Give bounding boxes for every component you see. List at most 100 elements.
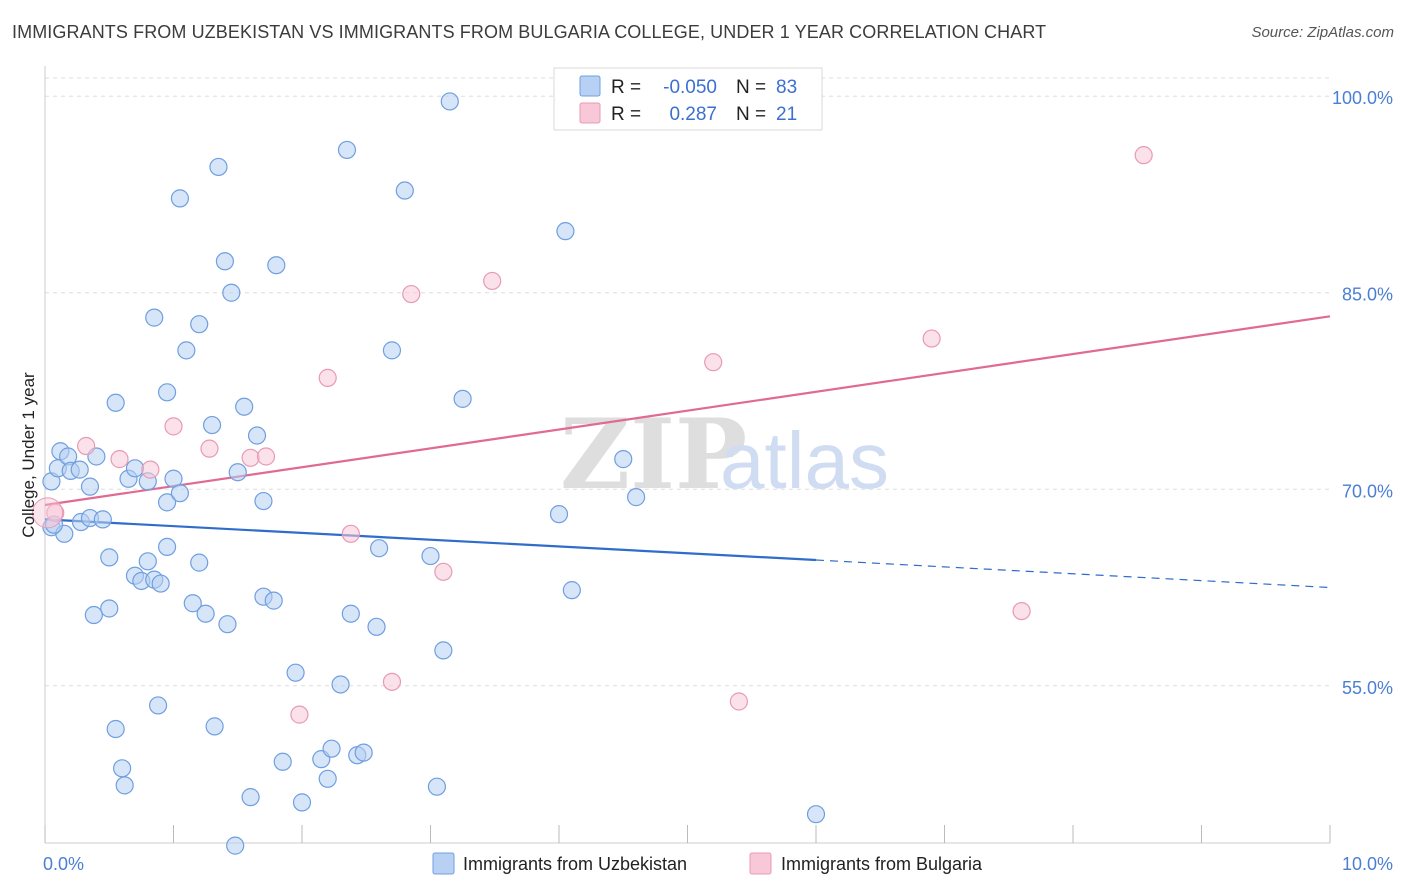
uzbekistan-point [205, 717, 224, 736]
chart-title: IMMIGRANTS FROM UZBEKISTAN VS IMMIGRANTS… [12, 22, 1047, 42]
uzbekistan-point [562, 581, 581, 600]
bulgaria-point [46, 503, 65, 522]
uzbekistan-point [341, 604, 360, 623]
bottom-legend-swatch-bulgaria [749, 852, 772, 875]
uzbekistan-point [125, 459, 145, 478]
watermark-atlas: atlas [720, 416, 889, 505]
uzbekistan-point [614, 450, 633, 469]
uzbekistan-point [549, 505, 569, 524]
uzbekistan-point [196, 604, 215, 623]
uzbekistan-point [170, 189, 190, 208]
bottom-legend-swatch-uzbekistan [432, 852, 455, 875]
uzbekistan-point [93, 510, 112, 529]
legend-swatch-uzbekistan [579, 75, 601, 97]
uzbekistan-point [440, 92, 459, 111]
bulgaria-point [241, 448, 260, 467]
x-tick-label: 0.0% [43, 854, 84, 874]
bulgaria-point [141, 460, 160, 479]
uzbekistan-point [170, 484, 190, 503]
uzbekistan-point [427, 777, 447, 796]
bottom-legend: Immigrants from Uzbekistan Immigrants fr… [432, 852, 983, 875]
uzbekistan-point [145, 308, 164, 327]
uzbekistan-point [157, 383, 177, 402]
uzbekistan-point [626, 488, 646, 507]
bulgaria-point [164, 417, 183, 436]
uzbekistan-point [177, 341, 196, 360]
uzbekistan-point [337, 140, 357, 160]
bulgaria-point [77, 436, 96, 456]
uzbekistan-point [264, 591, 283, 610]
y-tick-label: 55.0% [1342, 678, 1393, 698]
legend-r-value-bulgaria: 0.287 [669, 104, 717, 125]
bulgaria-point [200, 439, 219, 458]
legend-swatch-bulgaria [579, 102, 601, 124]
bulgaria-point [1134, 146, 1153, 165]
grid-lines [45, 77, 1330, 687]
watermark-zip: ZIP [560, 398, 747, 511]
uzbekistan-point [395, 181, 414, 200]
x-tick-label: 10.0% [1342, 854, 1393, 874]
uzbekistan-trend-line [44, 518, 817, 562]
uzbekistan-point [273, 752, 292, 771]
bulgaria-trend-line [44, 315, 1331, 507]
uzbekistan-trend-line-dashed [815, 559, 1331, 589]
bulgaria-point [704, 353, 723, 372]
uzbekistan-point [138, 552, 157, 571]
bulgaria-point [318, 368, 337, 387]
uzbekistan-point [157, 493, 177, 512]
uzbekistan-point [100, 548, 119, 567]
uzbekistan-point [115, 776, 134, 795]
uzbekistan-point [222, 283, 241, 302]
bulgaria-point [483, 271, 502, 291]
legend-n-label-bulgaria: N = [736, 104, 766, 125]
bulgaria-point-large [32, 497, 64, 529]
y-tick-label: 85.0% [1342, 285, 1393, 305]
uzbekistan-point [267, 256, 286, 275]
uzbekistan-point [247, 426, 267, 445]
y-axis-title: College, Under 1 year [19, 372, 38, 538]
uzbekistan-point [190, 315, 209, 334]
uzbekistan-point [106, 393, 125, 412]
bulgaria-point [402, 284, 421, 304]
source-label: Source: ZipAtlas.com [1251, 24, 1394, 41]
uzbekistan-point [322, 739, 341, 758]
uzbekistan-point [226, 836, 245, 855]
axes [44, 66, 1331, 844]
uzbekistan-point [354, 743, 373, 762]
uzbekistan-point [228, 463, 247, 482]
uzbekistan-point [209, 157, 228, 177]
bulgaria-point [290, 705, 309, 724]
uzbekistan-point [183, 594, 202, 613]
uzbekistan-point [292, 793, 312, 812]
uzbekistan-point [241, 788, 260, 807]
bulgaria-point [1012, 601, 1031, 621]
legend-n-value-uzbekistan: 83 [776, 77, 797, 98]
trend-lines [44, 315, 1331, 589]
uzbekistan-point [453, 389, 472, 408]
uzbekistan-point [84, 605, 103, 625]
uzbekistan-point [254, 491, 273, 511]
bulgaria-point [341, 524, 360, 543]
uzbekistan-point [70, 460, 89, 479]
uzbekistan-point [286, 663, 305, 682]
uzbekistan-point [100, 599, 119, 618]
uzbekistan-point [556, 222, 575, 241]
legend-r-label-bulgaria: R = [611, 104, 641, 125]
legend-r-label-uzbekistan: R = [611, 77, 641, 98]
uzbekistan-point [331, 675, 350, 694]
bulgaria-point [922, 329, 941, 348]
legend-r-value-uzbekistan: -0.050 [663, 77, 717, 98]
y-tick-label: 70.0% [1342, 481, 1393, 501]
bulgaria-point [256, 447, 276, 466]
y-tick-label: 100.0% [1332, 88, 1393, 108]
uzbekistan-point [421, 546, 440, 566]
legend-n-label-uzbekistan: N = [736, 77, 766, 98]
uzbekistan-point [235, 397, 254, 416]
uzbekistan-point [318, 769, 337, 788]
uzbekistan-point [382, 341, 402, 360]
bottom-legend-label-bulgaria: Immigrants from Bulgaria [781, 854, 983, 874]
uzbekistan-point [190, 553, 209, 572]
uzbekistan-point [157, 537, 177, 557]
uzbekistan-point [151, 574, 170, 593]
